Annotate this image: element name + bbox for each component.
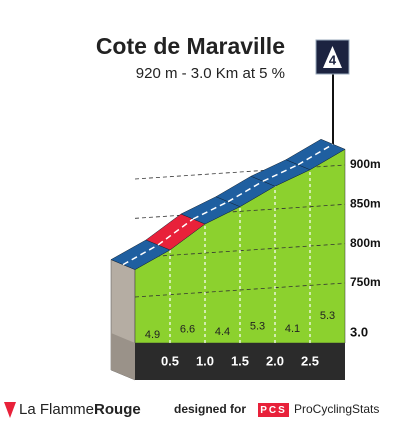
x-tick-label: 1.5 <box>231 353 249 368</box>
footer-brand: La FlammeRouge <box>19 401 141 418</box>
footer-site: ProCyclingStats <box>294 402 379 416</box>
badge-triangle <box>323 46 342 68</box>
y-tick-label: 900m <box>350 157 381 171</box>
road-dash <box>227 180 264 203</box>
gradient-label: 4.1 <box>285 323 300 335</box>
gradient-label: 4.4 <box>215 326 230 338</box>
gradient-label: 5.3 <box>320 310 335 322</box>
y-tick-label: 800m <box>350 236 381 250</box>
chart-title: Cote de Maraville <box>96 33 285 59</box>
grid-line <box>134 203 346 219</box>
gradient-label: 5.3 <box>250 320 265 332</box>
x-tick-label: 2.0 <box>266 353 284 368</box>
road-dash <box>157 218 194 246</box>
gradient-label: 4.9 <box>145 329 160 341</box>
strip-side <box>111 333 135 380</box>
category-label: 4 <box>329 52 337 67</box>
road-dash <box>297 143 334 166</box>
x-tick-label: 3.0 <box>350 324 368 339</box>
chart-subtitle: 920 m - 3.0 Km at 5 % <box>136 65 285 82</box>
y-tick-label: 750m <box>350 275 381 289</box>
road-dash <box>262 164 299 182</box>
x-tick-label: 1.0 <box>196 353 214 368</box>
road-dash <box>192 201 229 220</box>
y-tick-label: 850m <box>350 197 381 211</box>
pcs-logo <box>258 403 289 417</box>
gradient-label: 6.6 <box>180 323 195 335</box>
footer-designed: designed for <box>174 402 246 416</box>
x-tick-label: 2.5 <box>301 353 319 368</box>
road-dash <box>122 244 159 266</box>
x-tick-label: 0.5 <box>161 353 179 368</box>
brand-logo <box>4 402 16 418</box>
distance-strip <box>135 343 345 380</box>
pcs-label: PCS <box>260 405 287 416</box>
